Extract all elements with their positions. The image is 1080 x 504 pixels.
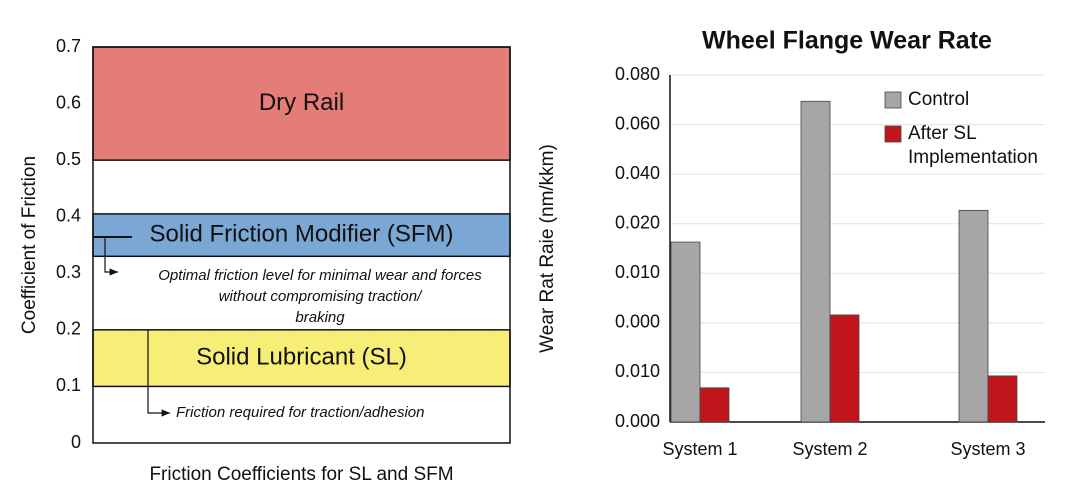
y-tick-label: 0.6 — [56, 92, 81, 112]
y-tick-label: 0.010 — [615, 361, 660, 381]
legend-label: After SL Implementation — [908, 123, 1038, 168]
y-tick-label: 0.2 — [56, 319, 81, 339]
y-tick-label: 0.020 — [615, 212, 660, 232]
y-tick-label: 0.040 — [615, 163, 660, 183]
band — [92, 329, 511, 388]
annotation: without compromising traction/ — [219, 288, 423, 305]
y-tick-label: 0.4 — [56, 205, 81, 225]
annotation: Optimal friction level for minimal wear … — [158, 267, 482, 284]
x-tick-label: System 2 — [792, 439, 867, 459]
y-axis-label: Wear Rat Raie (nm/kkm) — [537, 144, 558, 353]
bar — [800, 100, 831, 423]
bar — [987, 375, 1018, 423]
legend-item: After SL Implementation — [908, 123, 1038, 168]
legend-swatch — [884, 125, 902, 143]
y-tick-label: 0 — [71, 432, 81, 452]
bar — [670, 241, 701, 423]
legend-label: Control — [908, 89, 970, 110]
y-tick-label: 0.010 — [615, 262, 660, 282]
x-tick-label: System 3 — [950, 439, 1025, 459]
band — [92, 213, 511, 258]
band-label: Solid Lubricant (SL) — [196, 343, 407, 370]
bar — [829, 314, 860, 423]
connector — [104, 237, 118, 276]
y-axis-label: Coefficient of Friction — [19, 156, 40, 334]
band-label: Dry Rail — [259, 89, 344, 116]
x-axis-label: Friction Coefficients for SL and SFM — [149, 464, 453, 485]
y-tick-label: 0.080 — [615, 64, 660, 84]
connector — [147, 330, 170, 417]
chart-title: Wheel Flange Wear Rate — [702, 27, 992, 55]
x-tick-label: System 1 — [662, 439, 737, 459]
band-label: Solid Friction Modifier (SFM) — [149, 220, 453, 247]
legend-swatch — [884, 91, 902, 109]
y-tick-label: 0.1 — [56, 375, 81, 395]
plot-border — [92, 46, 511, 444]
annotation: braking — [295, 309, 345, 326]
bar — [699, 387, 730, 423]
y-tick-label: 0.3 — [56, 262, 81, 282]
y-tick-label: 0.000 — [615, 411, 660, 431]
y-tick-label: 0.000 — [615, 312, 660, 332]
y-tick-label: 0.5 — [56, 149, 81, 169]
annotation: Friction required for traction/adhesion — [176, 404, 424, 421]
band — [92, 46, 511, 161]
y-tick-label: 0.060 — [615, 113, 660, 133]
bar — [958, 209, 989, 423]
legend-item: Control — [908, 89, 970, 110]
y-tick-label: 0.7 — [56, 36, 81, 56]
